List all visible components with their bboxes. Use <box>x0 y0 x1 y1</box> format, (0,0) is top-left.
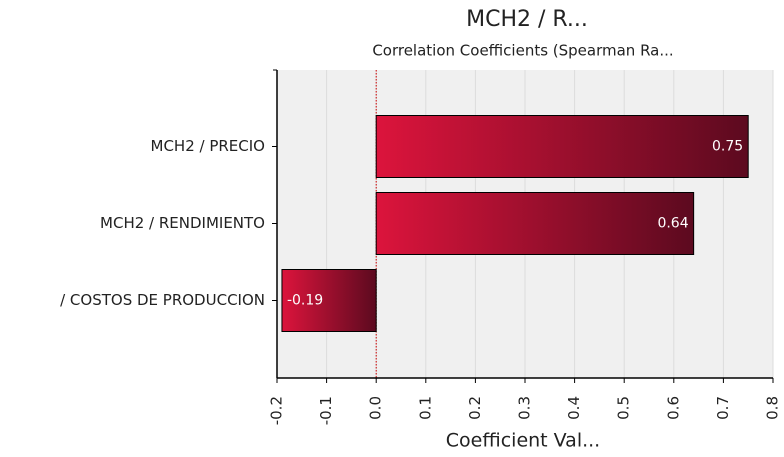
x-tick-label: 0.6 <box>664 396 682 420</box>
value-label: -0.19 <box>287 293 323 309</box>
x-tick-label: 0.1 <box>416 396 434 420</box>
x-tick-label: 0.0 <box>367 396 385 420</box>
x-tick-label: 0.4 <box>565 396 583 420</box>
bar <box>281 269 377 332</box>
x-tick-label: -0.1 <box>317 396 335 425</box>
x-tick-label: 0.5 <box>615 396 633 420</box>
chart-subtitle: Correlation Coefficients (Spearman Ra... <box>372 42 673 60</box>
y-tick-label: / COSTOS DE PRODUCCION <box>60 291 265 309</box>
bar <box>375 115 749 178</box>
value-label: 0.75 <box>712 139 743 155</box>
x-tick-label: 0.2 <box>466 396 484 420</box>
x-axis-label: Coefficient Val... <box>446 430 600 452</box>
x-tick-label: 0.7 <box>714 396 732 420</box>
x-tick-label: 0.3 <box>516 396 534 420</box>
value-label: 0.64 <box>657 216 688 232</box>
chart-title: MCH2 / R... <box>466 7 588 32</box>
x-tick-label: 0.8 <box>764 396 782 420</box>
y-tick-label: MCH2 / PRECIO <box>151 137 265 155</box>
y-tick-label: MCH2 / RENDIMIENTO <box>100 214 265 232</box>
bar <box>375 192 695 255</box>
x-tick-label: -0.2 <box>268 396 286 425</box>
